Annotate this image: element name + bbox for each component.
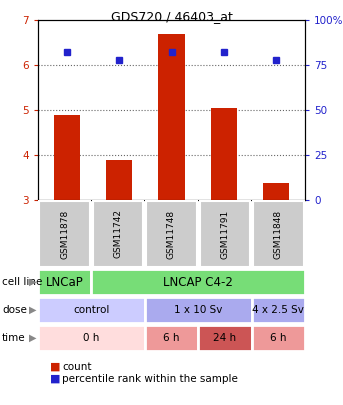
Text: time: time <box>2 333 26 343</box>
Bar <box>54 115 80 200</box>
Text: control: control <box>73 305 109 315</box>
Bar <box>106 160 132 200</box>
Text: 0 h: 0 h <box>83 333 99 343</box>
Bar <box>253 201 304 266</box>
Text: GSM11748: GSM11748 <box>167 209 176 258</box>
Bar <box>211 108 237 200</box>
Text: dose: dose <box>2 305 27 315</box>
Text: 6 h: 6 h <box>270 333 286 343</box>
Bar <box>252 297 305 323</box>
Bar <box>91 269 305 295</box>
Bar <box>145 297 252 323</box>
Bar <box>93 201 143 266</box>
Text: GSM11878: GSM11878 <box>60 209 69 259</box>
Text: cell line: cell line <box>2 277 43 287</box>
Text: 6 h: 6 h <box>163 333 180 343</box>
Bar <box>39 201 90 266</box>
Bar <box>198 325 252 351</box>
Bar <box>38 269 91 295</box>
Text: count: count <box>62 362 92 372</box>
Text: ■: ■ <box>50 374 60 384</box>
Text: ▶: ▶ <box>29 333 37 343</box>
Text: ▶: ▶ <box>29 305 37 315</box>
Text: LNCaP: LNCaP <box>46 275 84 288</box>
Text: 4 x 2.5 Sv: 4 x 2.5 Sv <box>252 305 304 315</box>
Text: GDS720 / 46403_at: GDS720 / 46403_at <box>110 10 233 23</box>
Text: LNCAP C4-2: LNCAP C4-2 <box>163 275 233 288</box>
Text: GSM11791: GSM11791 <box>221 209 229 259</box>
Text: GSM11848: GSM11848 <box>274 209 283 258</box>
Bar <box>38 297 145 323</box>
Text: ▶: ▶ <box>29 277 37 287</box>
Bar <box>146 201 197 266</box>
Bar <box>263 183 289 200</box>
Bar <box>200 201 250 266</box>
Bar <box>158 34 185 200</box>
Text: GSM11742: GSM11742 <box>114 209 122 258</box>
Bar <box>38 325 145 351</box>
Text: percentile rank within the sample: percentile rank within the sample <box>62 374 238 384</box>
Bar <box>145 325 198 351</box>
Text: ■: ■ <box>50 362 60 372</box>
Text: 24 h: 24 h <box>213 333 236 343</box>
Bar <box>252 325 305 351</box>
Text: 1 x 10 Sv: 1 x 10 Sv <box>174 305 222 315</box>
